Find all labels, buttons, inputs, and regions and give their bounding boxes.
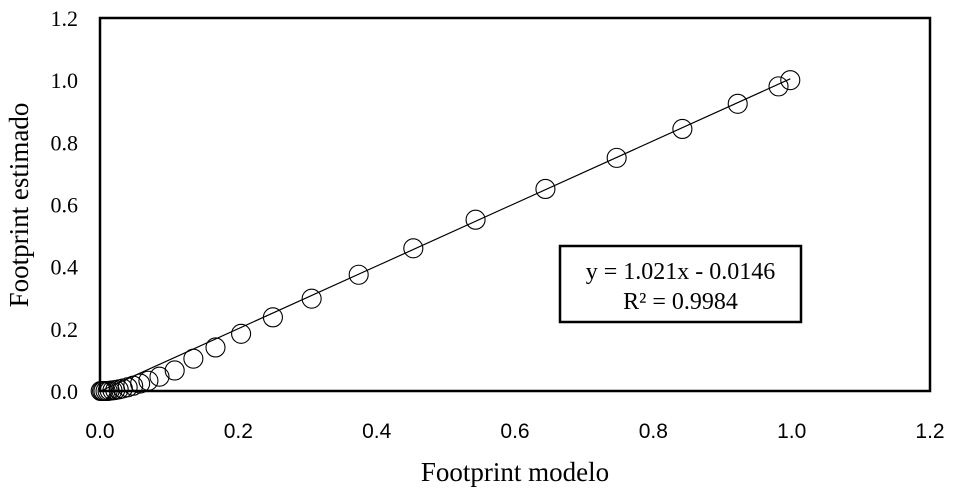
r-squared-label: R² = 0.9984 xyxy=(623,289,738,315)
x-tick-label: 0.2 xyxy=(224,420,253,443)
data-point xyxy=(672,118,693,140)
data-point xyxy=(780,70,801,91)
data-point xyxy=(164,360,185,381)
y-tick-label: 1.0 xyxy=(51,68,79,93)
y-tick-label: 0.4 xyxy=(51,255,79,280)
data-point xyxy=(231,323,252,344)
data-point xyxy=(301,288,322,309)
x-axis-label: Footprint modelo xyxy=(421,457,609,487)
trendline-equation-box: y = 1.021x - 0.0146 R² = 0.9984 xyxy=(558,244,803,324)
x-tick-label: 0.8 xyxy=(639,420,668,443)
x-tick-label: 0.6 xyxy=(500,420,529,443)
data-points xyxy=(90,70,801,402)
x-tick-label: 1.2 xyxy=(915,420,944,443)
y-axis-label: Footprint estimado xyxy=(4,103,34,308)
y-tick-label: 0.6 xyxy=(51,193,79,218)
trendline xyxy=(100,78,791,392)
data-point xyxy=(205,337,226,358)
data-point xyxy=(123,375,144,396)
data-point xyxy=(535,178,556,200)
data-point xyxy=(262,307,283,328)
data-point xyxy=(768,76,789,97)
plot-area xyxy=(98,16,932,393)
y-tick-label: 0.8 xyxy=(51,130,79,155)
data-point xyxy=(606,147,627,168)
x-tick-label: 0.4 xyxy=(362,420,392,443)
data-point xyxy=(465,209,486,230)
y-tick-label: 1.2 xyxy=(51,6,79,31)
data-point xyxy=(138,370,159,391)
data-point xyxy=(149,366,170,387)
data-point xyxy=(403,238,424,259)
trendline-equation: y = 1.021x - 0.0146 xyxy=(586,259,776,285)
x-tick-label: 1.0 xyxy=(777,420,806,443)
data-point xyxy=(183,348,204,369)
x-axis-ticks: 0.0 0.2 0.4 0.6 0.8 1.0 1.2 xyxy=(85,420,944,443)
x-tick-label: 0.0 xyxy=(85,420,114,443)
y-tick-label: 0.2 xyxy=(51,317,79,342)
data-point xyxy=(348,264,369,285)
y-axis-ticks: 0.0 0.2 0.4 0.6 0.8 1.0 1.2 xyxy=(51,6,79,404)
y-tick-label: 0.0 xyxy=(51,379,79,404)
equation-box-frame xyxy=(558,244,803,324)
data-point xyxy=(130,373,151,394)
data-point xyxy=(727,93,748,114)
